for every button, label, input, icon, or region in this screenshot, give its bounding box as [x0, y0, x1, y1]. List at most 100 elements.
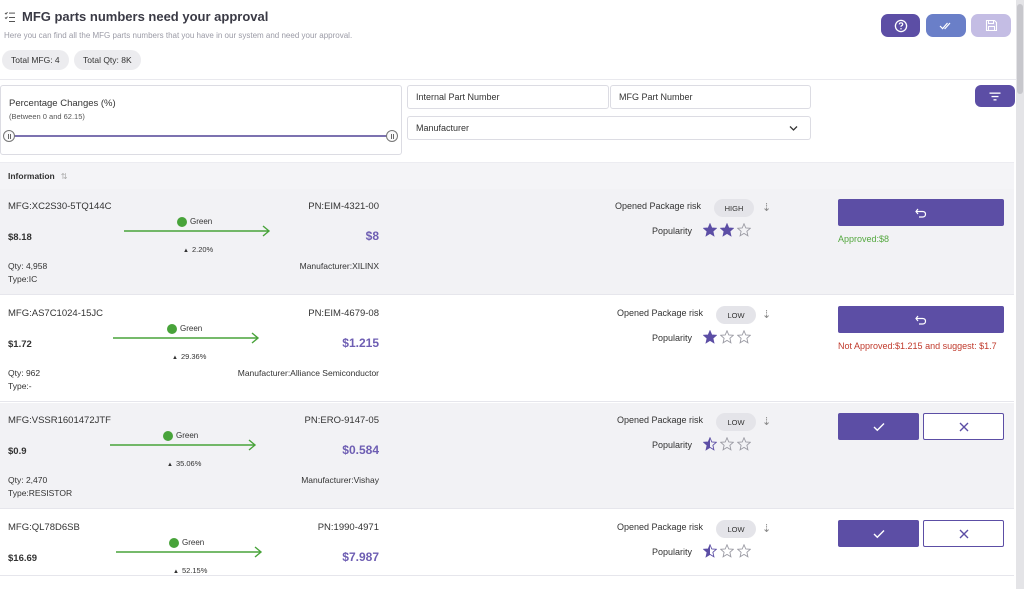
close-icon — [959, 529, 968, 538]
caret-up-icon: ▲ — [167, 462, 173, 468]
percentage-change-value: 52.15% — [181, 566, 208, 575]
total-mfg-badge: Total MFG: 4 — [2, 50, 69, 70]
star-empty-icon — [720, 544, 734, 558]
check-icon — [873, 422, 884, 431]
star-filled-icon — [703, 330, 717, 344]
information-column-header[interactable]: Information — [8, 171, 55, 181]
mfg-part-number: MFG:VSSR1601472JTF — [8, 415, 111, 426]
trend-status-dot — [167, 324, 177, 334]
package-risk-label: Opened Package risk — [617, 522, 704, 532]
star-empty-icon — [720, 437, 734, 451]
download-arrow-icon[interactable]: ⇣ — [762, 523, 772, 535]
current-price: $16.69 — [8, 553, 38, 564]
approve-all-button[interactable] — [926, 14, 966, 37]
quantity: Qty: 962 — [8, 368, 41, 378]
star-empty-icon — [720, 330, 734, 344]
internal-part-number: PN:1990-4971 — [317, 522, 379, 533]
approve-button[interactable] — [838, 520, 919, 547]
percentage-change: ▲ 2.20% — [183, 245, 213, 254]
filter-icon — [989, 92, 1001, 100]
table-row: MFG:QL78D6SB $16.69 PN:1990-4971 $7.987 Gree… — [0, 510, 1014, 576]
mfg-part-number: MFG:QL78D6SB — [8, 522, 80, 533]
checklist-icon — [4, 11, 15, 22]
part-type: Type:- — [8, 381, 32, 391]
approve-button[interactable] — [838, 413, 919, 440]
arrow-right-icon — [113, 332, 260, 344]
arrow-right-icon — [110, 439, 257, 451]
undo-decision-button[interactable] — [838, 306, 1004, 333]
package-risk-label: Opened Package risk — [617, 415, 704, 425]
table-row: MFG:AS7C1024-15JC $1.72 Qty: 962 Type:- PN:E… — [0, 296, 1014, 402]
arrow-right-icon — [116, 546, 263, 558]
reject-button[interactable] — [923, 413, 1004, 440]
sort-icon[interactable]: ⇅ — [60, 171, 68, 181]
popularity-label: Popularity — [652, 547, 693, 557]
manufacturer-select[interactable]: Manufacturer — [407, 116, 811, 140]
mfg-part-number: MFG:AS7C1024-15JC — [8, 308, 104, 319]
risk-badge: HIGH — [714, 199, 754, 217]
percentage-change: ▲ 35.06% — [167, 459, 201, 468]
filter-button[interactable] — [975, 85, 1015, 107]
title-row: MFG parts numbers need your approval — [4, 9, 268, 24]
percentage-change: ▲ 52.15% — [173, 566, 207, 575]
package-risk-label: Opened Package risk — [617, 308, 704, 318]
quantity: Qty: 4,958 — [8, 261, 48, 271]
slider-min-handle[interactable] — [3, 130, 15, 142]
table-row: MFG:XC2S30-5TQ144C $8.18 Qty: 4,958 Type:IC… — [0, 189, 1014, 295]
page-subtitle: Here you can find all the MFG parts numb… — [4, 31, 353, 40]
internal-part-number: PN:ERO-9147-05 — [304, 415, 379, 426]
save-button[interactable] — [971, 14, 1011, 37]
undo-icon — [915, 315, 927, 325]
percentage-change: ▲ 29.36% — [172, 352, 206, 361]
page-title: MFG parts numbers need your approval — [22, 9, 269, 24]
part-type: Type:RESISTOR — [8, 488, 73, 498]
download-arrow-icon[interactable]: ⇣ — [762, 202, 772, 214]
percentage-filter-title: Percentage Changes (%) — [9, 98, 116, 109]
star-empty-icon — [737, 223, 751, 237]
download-arrow-icon[interactable]: ⇣ — [762, 416, 772, 428]
trend-status-label: Green — [180, 324, 203, 333]
approval-status: Not Approved:$1.215 and suggest: $1.7 — [838, 341, 997, 351]
scrollbar-thumb[interactable] — [1017, 4, 1023, 94]
download-arrow-icon[interactable]: ⇣ — [762, 309, 772, 321]
percentage-change-value: 35.06% — [175, 459, 202, 468]
risk-badge: LOW — [716, 413, 756, 431]
risk-badge: LOW — [716, 306, 756, 324]
chevron-down-icon — [789, 126, 798, 131]
scrollbar[interactable] — [1016, 0, 1024, 589]
undo-decision-button[interactable] — [838, 199, 1004, 226]
internal-part-number-input[interactable]: Internal Part Number — [407, 85, 609, 109]
popularity-rating — [703, 544, 751, 558]
star-empty-icon — [737, 544, 751, 558]
trend-status-label: Green — [176, 431, 199, 440]
popularity-rating — [703, 437, 751, 451]
mfg-part-number-input[interactable]: MFG Part Number — [610, 85, 811, 109]
popularity-label: Popularity — [652, 226, 693, 236]
help-button[interactable] — [881, 14, 920, 37]
internal-part-number: PN:EIM-4321-00 — [308, 201, 379, 212]
percentage-slider-track[interactable] — [9, 135, 392, 137]
caret-up-icon: ▲ — [173, 569, 179, 575]
check-icon — [873, 529, 884, 538]
manufacturer-name: Manufacturer:Vishay — [301, 475, 379, 485]
trend-status-label: Green — [190, 217, 213, 226]
save-icon — [985, 19, 997, 32]
package-risk-label: Opened Package risk — [615, 201, 702, 211]
trend-status-dot — [163, 431, 173, 441]
table-header: Information ⇅ — [0, 162, 1014, 189]
new-price: $0.584 — [342, 443, 379, 457]
reject-button[interactable] — [923, 520, 1004, 547]
caret-up-icon: ▲ — [183, 248, 189, 254]
slider-max-handle[interactable] — [386, 130, 398, 142]
risk-badge: LOW — [716, 520, 756, 538]
percentage-change-value: 2.20% — [191, 245, 214, 254]
popularity-rating — [703, 330, 751, 344]
manufacturer-select-label: Manufacturer — [416, 123, 470, 133]
star-empty-icon — [737, 437, 751, 451]
new-price: $8 — [365, 229, 379, 243]
total-qty-badge: Total Qty: 8K — [74, 50, 141, 70]
double-check-icon — [939, 22, 951, 29]
popularity-label: Popularity — [652, 333, 693, 343]
manufacturer-name: Manufacturer:Alliance Semiconductor — [237, 368, 379, 378]
popularity-rating — [703, 223, 751, 237]
